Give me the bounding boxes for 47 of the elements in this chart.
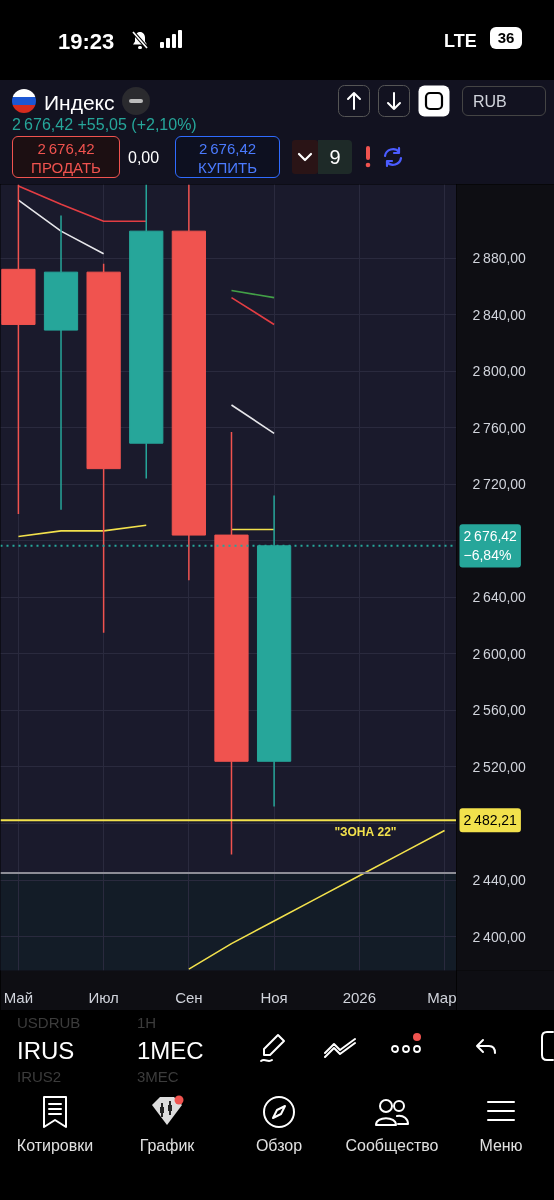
x-tick-label: Мар [427, 988, 457, 1006]
y-tick-label: 2 760,00 [472, 419, 527, 436]
ref-line-label: 2 676,42 −6,84% [463, 528, 518, 564]
text: 2 676,42 ПРОДАТЬ [12, 136, 120, 178]
chart-title: Индекс [44, 91, 115, 114]
text: Обзор [254, 1136, 304, 1156]
text: IRUS [17, 1036, 75, 1066]
line-series [188, 829, 446, 970]
text: 1Н [137, 1013, 157, 1033]
candlestick [129, 184, 164, 480]
candlestick [43, 214, 79, 511]
text: Меню [478, 1136, 524, 1156]
candlestick [214, 431, 249, 856]
text: Сообщество [344, 1136, 440, 1156]
text: График [138, 1136, 196, 1156]
y-tick-label: 2 720,00 [472, 476, 527, 493]
ref-line-label: 2 482,21 [463, 812, 518, 829]
text: LTE [444, 30, 477, 53]
y-tick-label: 2 400,00 [472, 928, 527, 945]
y-tick-label: 2 600,00 [472, 645, 527, 662]
x-tick-label: Ноя [260, 988, 288, 1006]
text: IRUS2 [17, 1067, 62, 1087]
y-tick-label: 2 560,00 [472, 702, 527, 719]
x-tick-label: Июл [88, 988, 119, 1006]
text: 36 [490, 27, 522, 49]
x-tick-label: 2026 [342, 988, 377, 1006]
text: 3МЕС [137, 1067, 179, 1087]
y-tick-label: 2 640,00 [472, 589, 527, 606]
x-tick-label: Май [3, 988, 34, 1006]
candlestick [171, 184, 206, 582]
text: USDRUB [17, 1013, 81, 1033]
text: 1МЕС [137, 1036, 204, 1066]
text: 9 [318, 140, 352, 174]
y-tick-label: 2 800,00 [472, 363, 527, 380]
annotation: "ЗОНА 22" [334, 825, 397, 840]
y-tick-label: 2 440,00 [472, 872, 527, 889]
y-tick-label: 2 840,00 [472, 306, 527, 323]
y-tick-label: 2 880,00 [472, 250, 527, 267]
text: Котировки [15, 1136, 95, 1156]
x-tick-label: Сен [175, 988, 203, 1006]
text: 19:23 [58, 28, 115, 56]
text: 2 676,42 КУПИТЬ [175, 136, 280, 178]
chart-subtitle: 2 676,42 +55,05 (+2,10%) [12, 115, 197, 135]
text: RUB [462, 86, 546, 116]
text: 0,00 [128, 148, 160, 168]
y-tick-label: 2 520,00 [472, 758, 527, 775]
candlestick [1, 184, 36, 515]
